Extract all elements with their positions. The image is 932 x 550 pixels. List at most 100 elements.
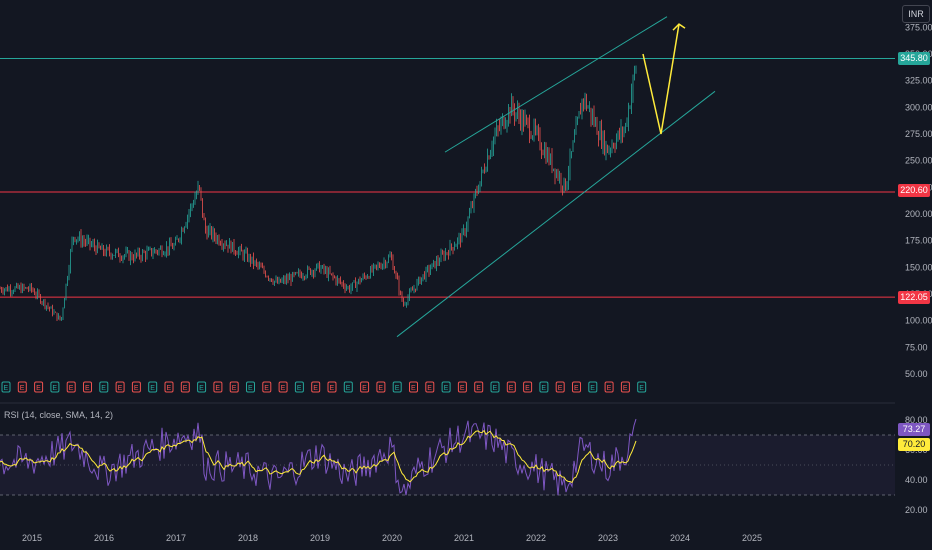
time-tick: 2024 bbox=[670, 533, 690, 543]
time-tick: 2019 bbox=[310, 533, 330, 543]
time-tick: 2025 bbox=[742, 533, 762, 543]
price-tick: 150.00 bbox=[905, 262, 932, 272]
channel-line bbox=[444, 16, 668, 153]
price-tick: 75.00 bbox=[905, 342, 928, 352]
candles bbox=[0, 65, 637, 321]
earnings-marker: E bbox=[99, 381, 109, 393]
price-tick: 325.00 bbox=[905, 76, 932, 86]
price-tick: 100.00 bbox=[905, 316, 932, 326]
support-label-1: 220.60 bbox=[898, 184, 930, 197]
svg-text:E: E bbox=[264, 385, 269, 392]
svg-text:E: E bbox=[232, 385, 237, 392]
earnings-marker: E bbox=[50, 381, 60, 393]
svg-text:E: E bbox=[411, 385, 416, 392]
svg-text:E: E bbox=[362, 385, 367, 392]
rsi-lines bbox=[0, 418, 637, 496]
earnings-marker: E bbox=[604, 381, 614, 393]
time-tick: 2020 bbox=[382, 533, 402, 543]
earnings-marker: E bbox=[83, 381, 92, 393]
svg-text:E: E bbox=[183, 385, 188, 392]
rsi-legend[interactable]: RSI (14, close, SMA, 14, 2) bbox=[4, 410, 114, 420]
earnings-marker: E bbox=[278, 381, 288, 393]
earnings-marker: E bbox=[425, 381, 435, 393]
svg-text:E: E bbox=[444, 385, 449, 392]
last-price-label: 345.80 bbox=[898, 52, 930, 65]
earnings-marker: E bbox=[343, 381, 353, 393]
projection-line bbox=[642, 24, 680, 135]
earnings-marker: E bbox=[148, 381, 158, 393]
earnings-marker: E bbox=[539, 381, 549, 393]
svg-text:E: E bbox=[4, 385, 9, 392]
price-tick: 175.00 bbox=[905, 236, 932, 246]
time-tick: 2023 bbox=[598, 533, 618, 543]
time-tick: 2022 bbox=[526, 533, 546, 543]
svg-text:E: E bbox=[118, 385, 123, 392]
rsi-tick: 40.00 bbox=[905, 475, 928, 485]
svg-text:E: E bbox=[476, 385, 481, 392]
time-tick: 2021 bbox=[454, 533, 474, 543]
svg-text:E: E bbox=[509, 385, 514, 392]
svg-text:E: E bbox=[460, 385, 465, 392]
rsi-tick: 80.00 bbox=[905, 415, 928, 425]
svg-text:E: E bbox=[167, 385, 172, 392]
earnings-marker: E bbox=[637, 381, 647, 393]
svg-text:E: E bbox=[69, 385, 74, 392]
earnings-marker: E bbox=[474, 381, 484, 393]
earnings-marker: E bbox=[34, 381, 44, 393]
svg-text:E: E bbox=[525, 385, 530, 392]
price-tick: 300.00 bbox=[905, 102, 932, 112]
svg-text:E: E bbox=[297, 385, 302, 392]
projection-arrowhead bbox=[672, 23, 686, 31]
rsi-band bbox=[0, 434, 895, 496]
rsi-line bbox=[0, 418, 637, 496]
svg-text:E: E bbox=[248, 385, 253, 392]
svg-text:E: E bbox=[395, 385, 400, 392]
earnings-marker: E bbox=[392, 381, 402, 393]
time-tick: 2016 bbox=[94, 533, 114, 543]
earnings-marker: E bbox=[327, 381, 337, 393]
svg-text:E: E bbox=[85, 385, 90, 392]
earnings-marker: E bbox=[1, 381, 11, 393]
svg-text:E: E bbox=[281, 385, 286, 392]
svg-text:E: E bbox=[134, 385, 139, 392]
earnings-marker: E bbox=[115, 381, 125, 393]
price-tick: 200.00 bbox=[905, 209, 932, 219]
earnings-marker: E bbox=[588, 381, 598, 393]
svg-text:E: E bbox=[623, 385, 628, 392]
rsi-tick: 20.00 bbox=[905, 505, 928, 515]
earnings-marker: E bbox=[523, 381, 533, 393]
svg-text:E: E bbox=[607, 385, 612, 392]
svg-text:E: E bbox=[215, 385, 220, 392]
svg-text:E: E bbox=[493, 385, 498, 392]
earnings-marker: E bbox=[555, 381, 565, 393]
earnings-marker: E bbox=[457, 381, 467, 393]
earnings-marker: E bbox=[164, 381, 174, 393]
svg-text:E: E bbox=[52, 385, 57, 392]
svg-text:E: E bbox=[590, 385, 595, 392]
price-tick: 375.00 bbox=[905, 22, 932, 32]
rsi-sma-line bbox=[0, 429, 637, 484]
rsi-value-label: 73.27 bbox=[898, 423, 930, 436]
support-label-2: 122.05 bbox=[898, 291, 930, 304]
svg-text:E: E bbox=[378, 385, 383, 392]
price-tick: 50.00 bbox=[905, 369, 928, 379]
svg-text:E: E bbox=[639, 385, 644, 392]
earnings-marker: E bbox=[409, 381, 418, 393]
currency-button[interactable]: INR bbox=[902, 5, 930, 23]
earnings-marker: E bbox=[360, 381, 370, 393]
rsi-sma-label: 70.20 bbox=[898, 438, 930, 451]
earnings-marker: E bbox=[441, 381, 451, 393]
earnings-marker: E bbox=[490, 381, 500, 393]
svg-text:E: E bbox=[20, 385, 25, 392]
earnings-marker: E bbox=[180, 381, 190, 393]
time-tick: 2015 bbox=[22, 533, 42, 543]
time-tick: 2017 bbox=[166, 533, 186, 543]
earnings-marker: E bbox=[229, 381, 239, 393]
earnings-marker: E bbox=[131, 381, 141, 393]
earnings-marker: E bbox=[17, 381, 27, 393]
rsi-band-fill bbox=[0, 435, 895, 495]
earnings-marker: E bbox=[620, 381, 630, 393]
price-tick: 275.00 bbox=[905, 129, 932, 139]
